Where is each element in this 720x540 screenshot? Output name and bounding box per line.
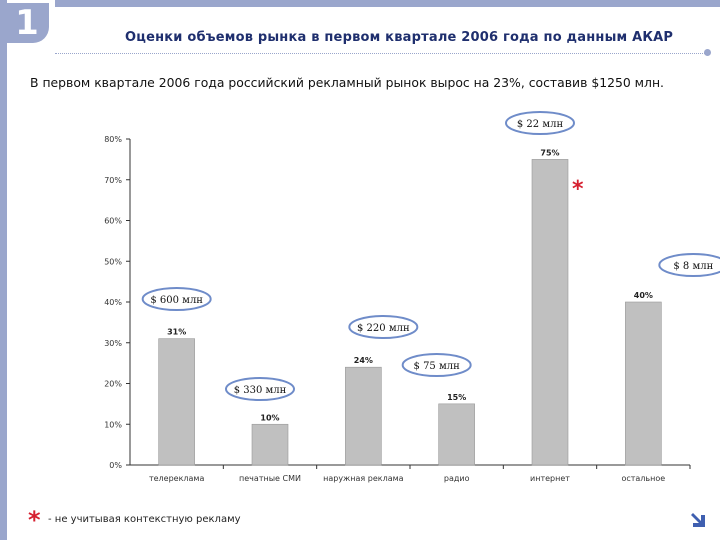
y-tick-label: 10% [104,420,122,429]
asterisk-marker: * [572,177,584,202]
x-tick-label: радио [444,474,470,483]
bar-value-label: 40% [634,291,653,300]
money-bubble [348,315,419,339]
footnote-text: - не учитывая контекстную рекламу [48,514,241,525]
money-label: $ 75 млн [414,361,461,372]
money-label: $ 330 млн [234,385,287,396]
divider-dot [704,49,711,56]
y-tick-label: 60% [104,217,122,226]
y-tick-label: 80% [104,135,122,144]
bar-value-label: 15% [447,393,466,402]
bar-5 [625,301,662,466]
x-tick-label: наружная реклама [323,474,404,483]
money-bubble [505,111,575,135]
money-bubble [658,253,720,277]
bar-1 [251,423,289,466]
next-arrow-icon[interactable] [688,506,712,532]
slide-number: 1 [5,3,49,43]
y-tick-label: 70% [104,176,122,185]
x-tick-label: телереклама [149,474,205,483]
money-label: $ 8 млн [673,261,713,272]
money-label: $ 220 млн [357,323,410,334]
y-tick-label: 50% [104,257,122,266]
slide-subtitle: В первом квартале 2006 года российский р… [30,75,664,90]
y-tick-label: 0% [109,461,122,470]
bar-value-label: 10% [260,413,279,422]
money-bubble [225,377,295,401]
left-decor-bar [0,0,7,540]
top-decor-bar [55,0,720,7]
bar-0 [158,338,195,466]
bar-value-label: 24% [354,356,373,365]
y-tick-label: 40% [104,298,122,307]
bar-4 [531,159,569,466]
x-tick-label: остальное [621,474,665,483]
x-tick-label: интернет [530,474,570,483]
bar-3 [438,403,475,466]
bar-2 [345,366,382,466]
title-divider [55,53,705,54]
money-label: $ 600 млн [150,295,203,306]
slide-title: Оценки объемов рынка в первом квартале 2… [125,30,674,45]
money-bubble [141,287,212,311]
bar-value-label: 31% [167,328,186,337]
bar-value-label: 75% [540,148,559,157]
y-tick-label: 30% [104,339,122,348]
x-tick-label: печатные СМИ [239,474,301,483]
y-tick-label: 20% [104,380,122,389]
money-bubble [401,353,472,377]
money-label: $ 22 млн [517,119,564,130]
footnote-asterisk: * [28,506,41,534]
